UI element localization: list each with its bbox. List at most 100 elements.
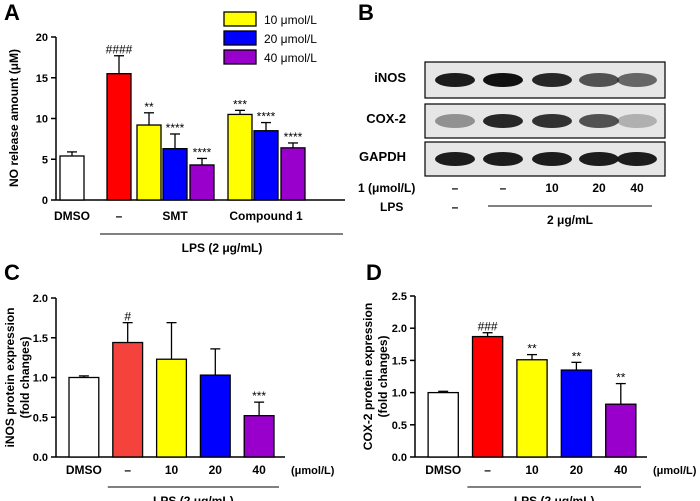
blot-lps-label: LPS — [380, 200, 403, 214]
panel-label-c: C — [4, 260, 20, 285]
bar — [59, 155, 85, 201]
blot-band — [532, 152, 572, 166]
significance-mark: ** — [527, 342, 537, 356]
blot-dose-label: 1 (μmol/L) — [358, 181, 415, 195]
treatment-label: LPS (2 μg/mL) — [514, 494, 595, 501]
y-tick-label: 15 — [36, 73, 48, 85]
bar — [227, 113, 253, 201]
significance-mark: *** — [233, 97, 247, 111]
x-unit-label: (μmol/L) — [291, 465, 335, 477]
blot-band — [435, 152, 475, 166]
y-tick-label: 10 — [36, 114, 48, 126]
bar — [253, 130, 279, 201]
significance-mark: # — [124, 310, 131, 324]
significance-mark: **** — [257, 110, 276, 124]
x-category-label: – — [124, 463, 131, 477]
x-category-label: DMSO — [54, 209, 90, 223]
blot-band — [617, 73, 657, 87]
x-category-label: 10 — [165, 463, 179, 477]
blot-row-label-inos: iNOS — [374, 70, 406, 85]
y-axis-label: NO release amount (μM) — [7, 49, 21, 187]
x-category-label: Compound 1 — [229, 209, 303, 223]
blot-row-label-cox2: COX-2 — [366, 111, 406, 126]
blot-band — [483, 73, 523, 87]
bar — [68, 376, 100, 458]
treatment-label: LPS (2 μg/mL) — [182, 241, 263, 255]
bar — [243, 415, 275, 458]
western-blot-panel: iNOS COX-2 GAPDH 1 (μmol/L) – – 10 20 40… — [358, 61, 666, 227]
bar — [427, 391, 459, 458]
x-category-label: 20 — [570, 463, 584, 477]
x-category-label: 20 — [209, 463, 223, 477]
y-tick-label: 0.0 — [392, 452, 407, 464]
panel-label-d: D — [366, 260, 382, 285]
y-tick-label: 0.5 — [392, 420, 407, 432]
legend-swatch — [223, 11, 257, 27]
x-category-label: DMSO — [425, 463, 461, 477]
blot-row-label-gapdh: GAPDH — [359, 149, 406, 164]
blot-lps-none: – — [452, 200, 459, 214]
blot-band — [617, 114, 657, 128]
y-axis-label-2: (fold changes) — [376, 335, 390, 417]
y-axis-label: COX-2 protein expression — [361, 303, 375, 450]
blot-band — [579, 114, 619, 128]
panel-label-b: B — [358, 0, 374, 25]
y-tick-label: 0.5 — [33, 412, 48, 424]
blot-dose-3: 20 — [592, 181, 606, 195]
x-category-label: 40 — [252, 463, 266, 477]
bar — [471, 335, 504, 458]
bar — [280, 147, 306, 201]
y-tick-label: 2.5 — [392, 291, 407, 303]
significance-mark: ### — [478, 320, 498, 334]
bar — [605, 403, 637, 458]
bar — [516, 359, 548, 458]
blot-band — [617, 152, 657, 166]
x-category-label: – — [484, 463, 491, 477]
legend-label: 20 μmol/L — [264, 32, 317, 46]
blot-band — [483, 114, 523, 128]
y-tick-label: 2.0 — [392, 323, 407, 335]
y-axis-label-2: (fold changes) — [18, 336, 32, 418]
blot-dose-1: – — [500, 181, 507, 195]
blot-band — [435, 114, 475, 128]
blot-band — [483, 152, 523, 166]
bar — [155, 358, 188, 458]
blot-dose-2: 10 — [545, 181, 559, 195]
significance-mark: **** — [166, 121, 185, 135]
blot-dose-4: 40 — [630, 181, 644, 195]
blot-band — [579, 73, 619, 87]
bar — [112, 341, 144, 458]
significance-mark: *** — [252, 389, 266, 403]
treatment-label: LPS (2 μg/mL) — [153, 494, 234, 501]
bar — [199, 374, 231, 458]
significance-mark: ** — [616, 371, 626, 385]
x-category-label: 10 — [525, 463, 539, 477]
x-category-label: SMT — [162, 209, 188, 223]
significance-mark: #### — [106, 43, 133, 57]
blot-dose-0: – — [452, 181, 459, 195]
panel-label-a: A — [4, 0, 20, 25]
y-tick-label: 1.5 — [33, 333, 48, 345]
blot-band — [532, 114, 572, 128]
bar — [106, 73, 132, 201]
chart-d: 0.0 0.5 1.0 1.5 2.0 2.5 COX-2 protein expressi… — [361, 291, 697, 501]
blot-band — [532, 73, 572, 87]
legend-label: 40 μmol/L — [264, 51, 317, 65]
significance-mark: **** — [284, 130, 303, 144]
significance-mark: **** — [193, 145, 212, 159]
blot-lps-value: 2 μg/mL — [547, 213, 593, 227]
x-category-label: – — [116, 209, 123, 223]
blot-band — [579, 152, 619, 166]
y-tick-label: 0.0 — [33, 452, 48, 464]
y-tick-label: 0 — [42, 195, 48, 207]
y-tick-label: 5 — [42, 154, 48, 166]
legend-label: 10 μmol/L — [264, 13, 317, 27]
blot-band — [435, 73, 475, 87]
y-tick-label: 2.0 — [33, 293, 48, 305]
y-tick-label: 1.0 — [33, 373, 48, 385]
y-tick-label: 1.5 — [392, 355, 407, 367]
y-tick-label: 20 — [36, 32, 48, 44]
bar — [189, 164, 215, 201]
